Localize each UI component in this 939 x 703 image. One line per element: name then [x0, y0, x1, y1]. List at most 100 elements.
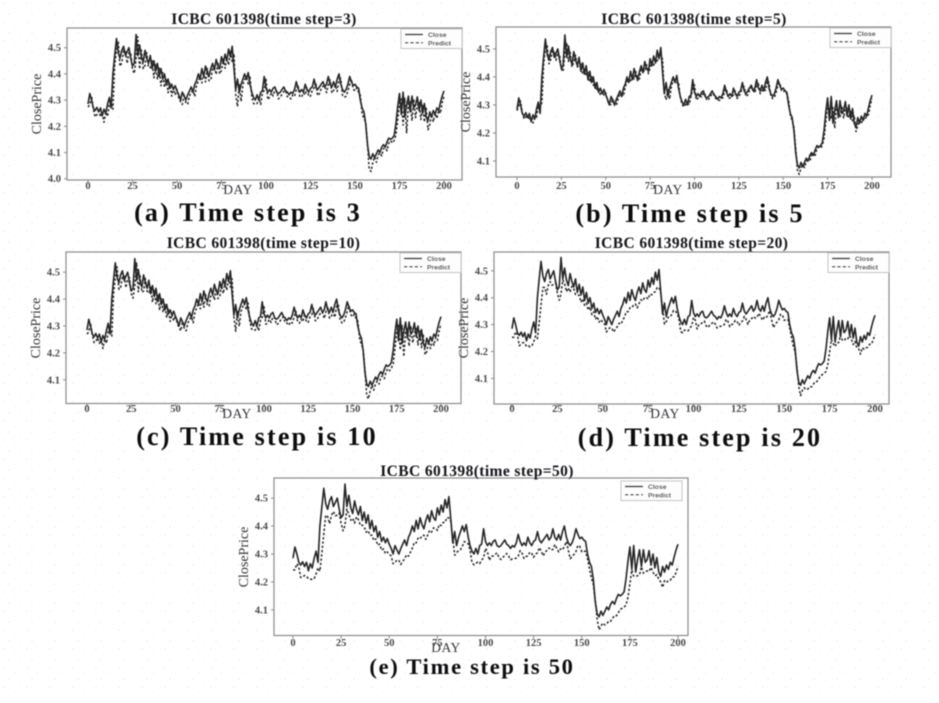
svg-text:4.0: 4.0 — [48, 174, 61, 185]
svg-text:150: 150 — [345, 404, 361, 415]
svg-text:DAY: DAY — [222, 406, 252, 421]
svg-text:4.5: 4.5 — [255, 494, 268, 505]
svg-text:ClosePrice: ClosePrice — [459, 72, 474, 133]
svg-text:25: 25 — [126, 404, 137, 415]
svg-text:(c) Time step is 10: (c) Time step is 10 — [136, 422, 378, 451]
svg-text:50: 50 — [172, 181, 183, 192]
svg-text:Predict: Predict — [857, 39, 881, 46]
svg-text:4.5: 4.5 — [47, 268, 60, 279]
svg-text:175: 175 — [820, 181, 836, 192]
svg-text:175: 175 — [822, 404, 838, 415]
svg-text:Predict: Predict — [855, 264, 879, 271]
svg-text:Close: Close — [428, 32, 447, 39]
svg-text:75: 75 — [215, 404, 226, 415]
svg-text:ICBC 601398(time step=50): ICBC 601398(time step=50) — [380, 463, 574, 480]
svg-text:50: 50 — [601, 181, 612, 192]
svg-text:ICBC 601398(time step=5): ICBC 601398(time step=5) — [601, 11, 786, 28]
svg-text:4.4: 4.4 — [47, 295, 61, 306]
svg-text:ICBC 601398(time step=20): ICBC 601398(time step=20) — [595, 235, 789, 252]
svg-text:4.1: 4.1 — [48, 148, 61, 159]
svg-text:100: 100 — [256, 404, 272, 415]
svg-text:Predict: Predict — [648, 492, 672, 499]
svg-text:4.3: 4.3 — [475, 320, 488, 331]
svg-text:150: 150 — [776, 404, 792, 415]
svg-text:DAY: DAY — [650, 406, 680, 421]
svg-text:Predict: Predict — [427, 264, 451, 271]
svg-text:175: 175 — [389, 404, 405, 415]
svg-text:200: 200 — [864, 181, 880, 192]
svg-text:Close: Close — [855, 256, 874, 263]
svg-text:DAY: DAY — [223, 182, 253, 197]
svg-text:50: 50 — [598, 404, 609, 415]
svg-text:100: 100 — [687, 181, 703, 192]
svg-text:175: 175 — [392, 181, 408, 192]
svg-text:4.2: 4.2 — [47, 348, 60, 359]
svg-text:4.5: 4.5 — [477, 44, 490, 55]
svg-text:125: 125 — [731, 404, 747, 415]
svg-text:Predict: Predict — [428, 40, 452, 47]
svg-text:200: 200 — [670, 638, 686, 649]
svg-text:0: 0 — [85, 181, 90, 192]
svg-text:75: 75 — [432, 638, 443, 649]
svg-text:4.1: 4.1 — [475, 374, 488, 385]
svg-text:50: 50 — [384, 638, 395, 649]
svg-text:DAY: DAY — [653, 182, 683, 197]
svg-text:50: 50 — [170, 404, 181, 415]
svg-text:75: 75 — [645, 181, 656, 192]
svg-text:25: 25 — [556, 181, 567, 192]
svg-text:100: 100 — [686, 404, 702, 415]
svg-text:4.1: 4.1 — [477, 157, 490, 168]
svg-text:ICBC 601398(time step=10): ICBC 601398(time step=10) — [167, 235, 361, 252]
svg-text:DAY: DAY — [431, 640, 461, 655]
svg-text:4.1: 4.1 — [47, 375, 60, 386]
svg-text:ClosePrice: ClosePrice — [237, 527, 252, 588]
svg-text:75: 75 — [216, 181, 227, 192]
svg-text:4.2: 4.2 — [255, 577, 268, 588]
svg-text:(a) Time step is 3: (a) Time step is 3 — [134, 198, 362, 227]
svg-text:125: 125 — [303, 181, 319, 192]
svg-text:(b) Time step is 5: (b) Time step is 5 — [575, 199, 804, 228]
svg-text:4.2: 4.2 — [475, 347, 488, 358]
svg-text:4.2: 4.2 — [477, 129, 490, 140]
svg-text:100: 100 — [478, 638, 494, 649]
svg-text:ClosePrice: ClosePrice — [30, 74, 45, 135]
svg-text:75: 75 — [643, 404, 654, 415]
svg-text:ClosePrice: ClosePrice — [29, 298, 44, 359]
svg-text:4.5: 4.5 — [48, 43, 61, 54]
svg-text:125: 125 — [731, 181, 747, 192]
svg-text:4.4: 4.4 — [48, 69, 62, 80]
svg-text:0: 0 — [84, 404, 89, 415]
svg-text:200: 200 — [867, 404, 883, 415]
svg-text:175: 175 — [622, 638, 638, 649]
svg-text:25: 25 — [127, 181, 138, 192]
svg-text:Close: Close — [427, 256, 446, 263]
svg-text:125: 125 — [526, 638, 542, 649]
svg-text:4.2: 4.2 — [48, 122, 61, 133]
svg-text:(d) Time step is 20: (d) Time step is 20 — [578, 423, 823, 452]
svg-text:4.3: 4.3 — [477, 100, 490, 111]
svg-text:125: 125 — [300, 404, 316, 415]
svg-text:Close: Close — [648, 484, 667, 491]
svg-text:200: 200 — [436, 181, 452, 192]
svg-text:0: 0 — [509, 404, 514, 415]
svg-text:4.4: 4.4 — [477, 72, 491, 83]
svg-text:4.3: 4.3 — [255, 550, 268, 561]
svg-text:150: 150 — [347, 181, 363, 192]
svg-text:Close: Close — [857, 31, 876, 38]
svg-text:25: 25 — [552, 404, 563, 415]
svg-text:25: 25 — [336, 638, 347, 649]
svg-text:4.3: 4.3 — [47, 322, 60, 333]
svg-text:4.4: 4.4 — [475, 293, 489, 304]
svg-text:200: 200 — [433, 404, 449, 415]
svg-text:(e) Time step is 50: (e) Time step is 50 — [369, 654, 574, 679]
svg-text:4.1: 4.1 — [255, 605, 268, 616]
svg-text:150: 150 — [574, 638, 590, 649]
svg-text:4.3: 4.3 — [48, 96, 61, 107]
svg-text:4.4: 4.4 — [255, 522, 269, 533]
svg-text:ClosePrice: ClosePrice — [457, 298, 472, 359]
svg-text:150: 150 — [775, 181, 791, 192]
svg-text:100: 100 — [258, 181, 274, 192]
svg-text:0: 0 — [514, 181, 519, 192]
svg-text:0: 0 — [290, 638, 295, 649]
svg-text:ICBC 601398(time step=3): ICBC 601398(time step=3) — [171, 11, 356, 28]
